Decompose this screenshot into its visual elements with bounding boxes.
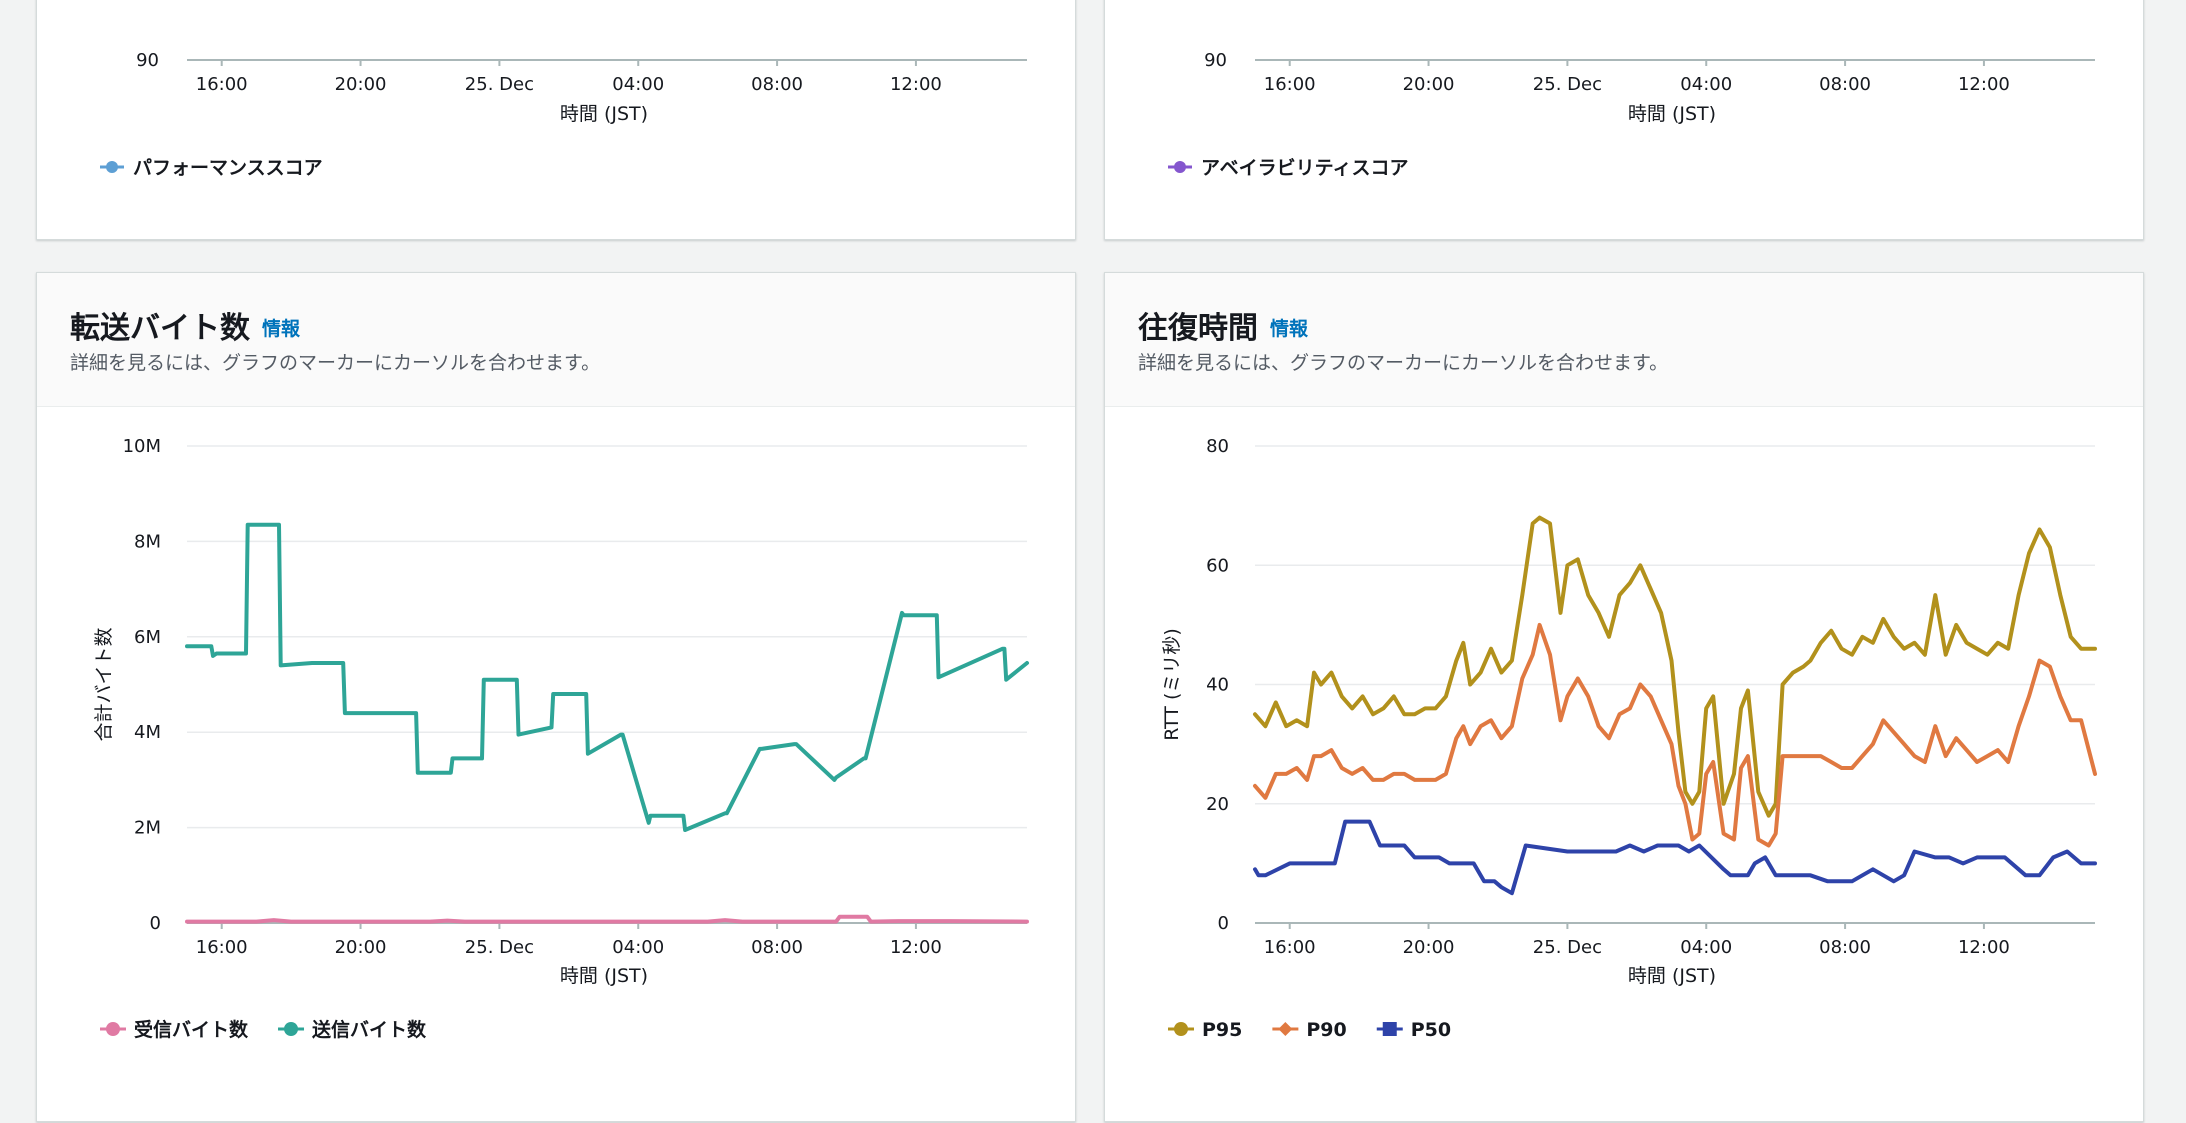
legend-item-performance-score[interactable]: パフォーマンススコア <box>100 157 323 179</box>
rtt-chart: 0 20 40 60 80 16:00 20:00 25. Dec 04:00 08:00 12:0… <box>1161 436 2097 1041</box>
legend-item[interactable]: P50 <box>1376 1019 1451 1041</box>
y-tick-label: 0 <box>1218 913 1229 934</box>
gridlines <box>187 445 1027 829</box>
legend-label: アベイラビリティスコア <box>1201 157 1408 179</box>
x-axis-title: 時間 (JST) <box>560 965 648 987</box>
series-line-P95[interactable] <box>1253 515 2097 818</box>
y-tick-label: 90 <box>136 50 159 71</box>
legend-circle-marker-icon <box>284 1022 299 1036</box>
legend-item[interactable]: P95 <box>1168 1019 1242 1041</box>
legend-item-availability-score[interactable]: アベイラビリティスコア <box>1168 157 1408 179</box>
x-tick-label: 16:00 <box>196 74 248 95</box>
legend-item[interactable]: 送信バイト数 <box>278 1018 427 1041</box>
legend-diamond-marker-icon <box>1278 1022 1293 1036</box>
y-tick-label: 60 <box>1206 555 1229 576</box>
x-tick-label: 20:00 <box>1403 74 1455 95</box>
series-line-送信バイト数[interactable] <box>185 522 1029 832</box>
x-tick-label: 04:00 <box>1680 74 1732 95</box>
y-tick-label: 80 <box>1206 436 1229 457</box>
x-tick-label: 12:00 <box>1958 937 2010 958</box>
x-tick-label: 04:00 <box>1680 937 1732 958</box>
x-axis-title: 時間 (JST) <box>1628 103 1716 125</box>
panel-title-text: 往復時間 <box>1138 311 1258 346</box>
series-line-P90[interactable] <box>1253 622 2097 848</box>
x-tick-label: 12:00 <box>1958 74 2010 95</box>
x-tick-label: 08:00 <box>751 937 803 958</box>
legend-label: パフォーマンススコア <box>133 157 323 179</box>
y-tick-label: 0 <box>150 913 161 934</box>
x-tick-label: 25. Dec <box>465 74 534 95</box>
y-tick-label: 2M <box>134 818 161 839</box>
legend-label: P90 <box>1306 1019 1346 1041</box>
panel-title-text: 転送バイト数 <box>70 311 250 346</box>
performance-score-chart: 90 16:00 20:00 25. Dec 04:00 08:00 12:00 時間 (… <box>100 50 1027 179</box>
bytes-chart: 0 2M 4M 6M 8M 10M 16:00 20:00 25. Dec 04:00 08:00 1… <box>93 436 1029 1041</box>
info-link[interactable]: 情報 <box>262 318 301 340</box>
x-tick-label: 20:00 <box>335 74 387 95</box>
panel-description: 詳細を見るには、グラフのマーカーにカーソルを合わせます。 <box>70 352 601 374</box>
legend-square-marker-icon <box>1382 1022 1397 1036</box>
y-tick-label: 90 <box>1204 50 1227 71</box>
x-tick-label: 16:00 <box>1264 74 1316 95</box>
x-tick-label: 20:00 <box>1403 937 1455 958</box>
panel-title: 転送バイト数 情報 <box>70 303 300 347</box>
x-tick-label: 25. Dec <box>1533 937 1602 958</box>
performance-score-panel: 90 16:00 20:00 25. Dec 04:00 08:00 12:00 時間 (… <box>36 0 1076 240</box>
y-tick-label: 10M <box>123 436 161 457</box>
availability-score-chart: 90 16:00 20:00 25. Dec 04:00 08:00 12:00 時間 (… <box>1168 50 2095 179</box>
legend-circle-marker-icon <box>1174 1022 1188 1036</box>
y-tick-label: 8M <box>134 531 161 552</box>
x-tick-label: 16:00 <box>1264 937 1316 958</box>
legend-circle-marker-icon <box>1174 161 1186 173</box>
y-tick-label: 4M <box>134 722 161 743</box>
series-line-受信バイト数[interactable] <box>185 914 1029 924</box>
x-tick-label: 25. Dec <box>465 937 534 958</box>
y-tick-label: 20 <box>1206 794 1229 815</box>
x-tick-labels: 16:00 20:00 25. Dec 04:00 08:00 12:00 <box>1264 60 2010 95</box>
x-tick-label: 12:00 <box>890 74 942 95</box>
x-tick-label: 20:00 <box>335 937 387 958</box>
panel-header: 転送バイト数 情報 詳細を見るには、グラフのマーカーにカーソルを合わせます。 <box>37 273 1075 407</box>
x-tick-label: 04:00 <box>612 74 664 95</box>
x-tick-label: 04:00 <box>612 937 664 958</box>
panel-header: 往復時間 情報 詳細を見るには、グラフのマーカーにカーソルを合わせます。 <box>1105 273 2143 407</box>
panel-title: 往復時間 情報 <box>1138 303 1308 347</box>
y-axis-title: RTT (ミリ秒) <box>1161 628 1183 741</box>
y-axis-title: 合計バイト数 <box>93 627 115 741</box>
x-tick-label: 25. Dec <box>1533 74 1602 95</box>
x-axis-title: 時間 (JST) <box>1628 965 1716 987</box>
x-tick-label: 08:00 <box>1819 74 1871 95</box>
x-tick-labels: 16:00 20:00 25. Dec 04:00 08:00 12:00 <box>196 60 942 95</box>
y-tick-label: 40 <box>1206 675 1229 696</box>
legend-label: 受信バイト数 <box>134 1018 249 1041</box>
panel-description: 詳細を見るには、グラフのマーカーにカーソルを合わせます。 <box>1138 352 1669 374</box>
info-link[interactable]: 情報 <box>1270 318 1309 340</box>
legend-item[interactable]: 受信バイト数 <box>100 1018 249 1041</box>
legend-circle-marker-icon <box>106 1022 120 1036</box>
bytes-transferred-panel: 転送バイト数 情報 詳細を見るには、グラフのマーカーにカーソルを合わせます。 0 2… <box>36 272 1076 1122</box>
series-line-P50[interactable] <box>1253 819 2097 896</box>
round-trip-time-panel: 往復時間 情報 詳細を見るには、グラフのマーカーにカーソルを合わせます。 0 20 4… <box>1104 272 2144 1122</box>
x-tick-label: 12:00 <box>890 937 942 958</box>
x-axis-title: 時間 (JST) <box>560 103 648 125</box>
legend-circle-marker-icon <box>106 161 118 173</box>
x-tick-label: 16:00 <box>196 937 248 958</box>
x-tick-label: 08:00 <box>751 74 803 95</box>
legend-label: P95 <box>1202 1019 1242 1041</box>
availability-score-panel: 90 16:00 20:00 25. Dec 04:00 08:00 12:00 時間 (… <box>1104 0 2144 240</box>
legend-label: 送信バイト数 <box>312 1018 427 1041</box>
legend-label: P50 <box>1411 1019 1451 1041</box>
y-tick-label: 6M <box>134 627 161 648</box>
legend-item[interactable]: P90 <box>1272 1019 1347 1041</box>
x-tick-label: 08:00 <box>1819 937 1871 958</box>
